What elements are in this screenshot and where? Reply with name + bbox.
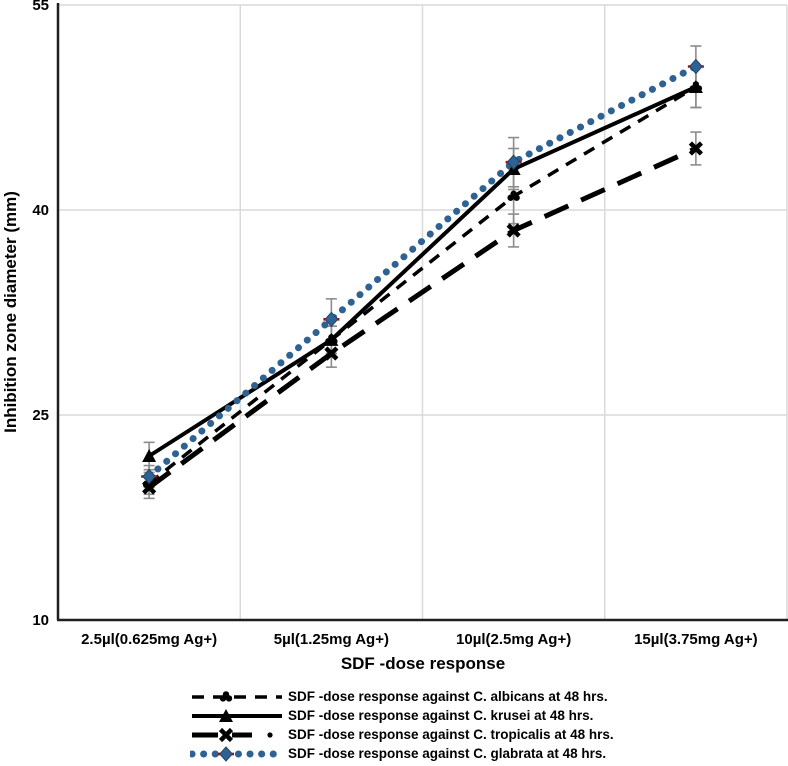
legend-label: SDF -dose response against C. albicans a… [288,689,608,704]
tick-labels: 10 25 40 55 2.5µl(0.625mg Ag+) 5µl(1.25mg Ag+… [32,0,757,648]
x-marker [218,727,234,743]
legend-item-glabrata: SDF -dose response against C. glabrata a… [190,745,614,763]
diamond-marker [141,468,158,485]
x-marker [688,141,703,156]
series-lines [145,63,700,490]
series-line-krusei [148,85,697,458]
legend-swatch-glabrata [190,746,282,762]
y-tick-label: 25 [32,407,49,424]
triangle-marker [324,332,339,346]
x-category-label: 2.5µl(0.625mg Ag+) [81,631,217,648]
diamond-marker [687,58,704,75]
y-tick-label: 40 [32,202,49,219]
club-marker [507,190,520,201]
x-category-label: 5µl(1.25mg Ag+) [274,631,389,648]
x-marker [506,223,521,238]
legend-swatch-krusei [192,709,282,722]
x-category-label: 10µl(2.5mg Ag+) [456,631,571,648]
y-axis-title: Inhibition zone diameter (mm) [1,191,20,433]
dose-response-chart: 10 25 40 55 2.5µl(0.625mg Ag+) 5µl(1.25mg Ag+… [1,0,788,673]
x-marker [324,346,339,361]
legend-dot [267,732,273,738]
legend-item-albicans: SDF -dose response against C. albicans a… [190,688,614,706]
legend-label: SDF -dose response against C. krusei at … [288,708,594,723]
club-marker [219,691,233,702]
x-category-label: 15µl(3.75mg Ag+) [634,631,758,648]
y-tick-label: 55 [32,0,49,14]
diamond-marker [323,311,340,328]
triangle-marker [688,80,703,93]
legend-item-krusei: SDF -dose response against C. krusei at … [190,707,614,725]
axes [56,3,788,622]
gridlines [58,4,788,620]
chart-legend: SDF -dose response against C. albicans a… [190,688,614,763]
series-line-glabrata [145,63,700,480]
triangle-marker [142,449,157,462]
series-line-albicans [148,85,697,485]
legend-label: SDF -dose response against C. tropicalis… [288,727,614,742]
x-marker [142,480,157,495]
x-axis-title: SDF -dose response [341,654,505,673]
legend-label: SDF -dose response against C. glabrata a… [288,746,607,761]
legend-swatch-tropicalis [192,727,273,743]
series-markers [141,58,704,495]
triangle-marker [219,709,233,722]
diamond-marker [505,154,522,170]
series-line-tropicalis [147,146,697,490]
legend-swatch-albicans [192,691,282,702]
y-tick-label: 10 [32,612,49,629]
diamond-marker [218,746,234,762]
legend-item-tropicalis: SDF -dose response against C. tropicalis… [190,726,614,744]
